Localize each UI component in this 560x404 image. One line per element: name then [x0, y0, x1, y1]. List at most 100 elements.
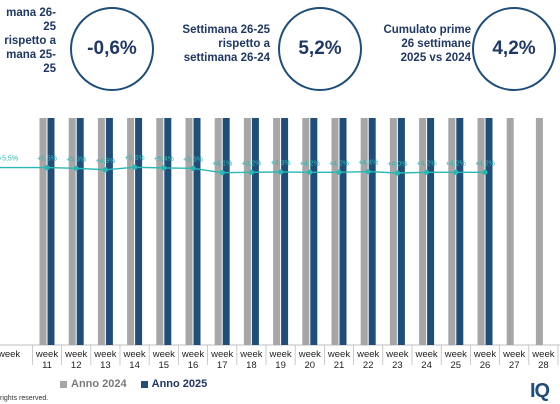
- x-tick-label-week: week: [269, 349, 292, 360]
- x-tick-label-week: week: [152, 349, 175, 360]
- bar-2025-week-16: [193, 118, 201, 346]
- bar-2024-week-22: [360, 118, 368, 346]
- x-tick-label-week: week: [239, 349, 262, 360]
- legend-label-2024: Anno 2024: [71, 378, 127, 390]
- bar-2024-week-14: [127, 118, 135, 345]
- x-tick-label-week: week: [181, 349, 204, 360]
- legend-label-2025: Anno 2025: [151, 378, 208, 390]
- x-tick-label-week: week: [210, 349, 233, 360]
- bar-2025-week-15: [164, 118, 172, 345]
- x-tick-label-number: 15: [159, 360, 170, 371]
- growth-label: +4,4%: [358, 160, 378, 167]
- bar-2024-week-27: [506, 118, 514, 345]
- bar-2024-week-16: [185, 118, 193, 345]
- bar-2024-week-17: [214, 118, 222, 346]
- bar-2024-week-12: [68, 118, 76, 346]
- x-tick-label-week: week: [35, 349, 58, 360]
- x-tick-label-week: week: [473, 349, 496, 360]
- growth-label: +4,9%: [95, 158, 115, 165]
- copyright-text: rights reserved.: [0, 395, 49, 402]
- growth-point: [219, 170, 225, 176]
- bar-2025-week-18: [251, 118, 259, 345]
- bar-2025-week-20: [310, 118, 318, 345]
- x-tick-label-week: week: [415, 349, 438, 360]
- bar-2024-week-15: [156, 118, 164, 345]
- bar-2024-week-28: [535, 118, 543, 346]
- growth-point: [44, 165, 50, 171]
- bar-2025-week-17: [222, 118, 230, 346]
- weekly-bar-chart: week528,8546,0week11515,1529,2week12507,…: [0, 118, 560, 371]
- bar-2024-week-26: [477, 118, 485, 345]
- x-tick-label-number: 21: [334, 360, 345, 371]
- bar-2024-week-19: [273, 118, 281, 346]
- chart-legend: Anno 2024 Anno 2025: [60, 378, 221, 390]
- bar-2024-week-20: [302, 118, 310, 346]
- growth-label: +5,5%: [37, 156, 57, 163]
- bar-2025-week-23: [397, 118, 405, 345]
- bar-2025-week-25: [456, 118, 464, 345]
- growth-label: +5,4%: [154, 156, 174, 163]
- bar-2025-week-22: [368, 118, 376, 346]
- x-tick-label-number: 27: [509, 360, 520, 371]
- x-tick-label-week: week: [93, 349, 116, 360]
- kpi-label-cumulative: Cumulato prime 26 settimane 2025 vs 2024: [383, 24, 471, 64]
- growth-label: +4,3%: [271, 160, 291, 167]
- growth-label: +4,2%: [300, 160, 320, 167]
- growth-point: [336, 169, 342, 175]
- growth-point: [307, 169, 313, 175]
- bar-2025-week-14: [135, 118, 143, 345]
- growth-label-partial: +5,5%: [0, 156, 18, 163]
- x-tick-label-number: 17: [217, 360, 228, 371]
- bar-2024-week-21: [331, 118, 339, 345]
- bar-2024-week-25: [448, 118, 456, 345]
- bar-2024-week-18: [243, 118, 251, 346]
- x-tick-label-number: 23: [392, 360, 403, 371]
- legend-item-2025: Anno 2025: [140, 378, 208, 390]
- growth-point: [190, 165, 196, 171]
- growth-label: +4,2%: [329, 160, 349, 167]
- bar-2025-week-21: [339, 118, 347, 346]
- growth-point: [365, 168, 371, 175]
- bar-2025-week-12: [76, 118, 84, 346]
- x-tick-label-partial: week: [0, 349, 20, 360]
- kpi-circle-cumulative: 4,2%: [472, 7, 556, 91]
- x-tick-label-number: 24: [421, 360, 432, 371]
- growth-label: +4,2%: [417, 160, 437, 167]
- kpi-circle-weekly-vs-last-year: 5,2%: [278, 7, 362, 91]
- x-tick-label-number: 14: [129, 360, 140, 371]
- x-tick-label-number: 18: [246, 360, 257, 371]
- growth-point: [248, 169, 254, 175]
- x-tick-label-week: week: [327, 349, 350, 360]
- x-tick-label-week: week: [298, 349, 321, 360]
- bar-2024-week-23: [389, 118, 397, 345]
- x-tick-label-week: week: [64, 349, 87, 360]
- kpi-circle-weekly-vs-previous: -0,6%: [70, 7, 154, 91]
- legend-swatch-2025: [140, 380, 148, 388]
- bar-2025-week-13: [105, 118, 113, 345]
- growth-point: [394, 170, 400, 176]
- company-logo: IQ: [530, 380, 550, 402]
- x-tick-label-week: week: [356, 349, 379, 360]
- x-tick-label-week: week: [385, 349, 408, 360]
- x-tick-label-number: 12: [71, 360, 82, 371]
- growth-label: +5,6%: [125, 155, 145, 162]
- legend-swatch-2024: [60, 380, 67, 388]
- legend-item-2024: Anno 2024: [60, 378, 127, 390]
- bar-2025-week-11: [47, 118, 55, 345]
- bar-2024-week-13: [97, 118, 105, 346]
- x-tick-label-week: week: [444, 349, 467, 360]
- x-tick-label-week: week: [502, 349, 525, 360]
- x-tick-label-number: 11: [42, 360, 52, 371]
- growth-point: [161, 165, 167, 171]
- growth-label: +4,1%: [212, 161, 232, 168]
- x-tick-label-number: 19: [275, 360, 286, 371]
- x-tick-label-week: week: [123, 349, 146, 360]
- growth-point: [453, 169, 459, 175]
- bar-2024-week-11: [39, 118, 47, 345]
- x-tick-label-number: 26: [480, 360, 491, 371]
- bar-2025-week-24: [427, 118, 435, 345]
- x-tick-label-week: week: [531, 349, 554, 360]
- x-tick-label-number: 28: [538, 360, 549, 371]
- growth-point: [102, 167, 108, 173]
- x-tick-label-number: 13: [100, 360, 111, 371]
